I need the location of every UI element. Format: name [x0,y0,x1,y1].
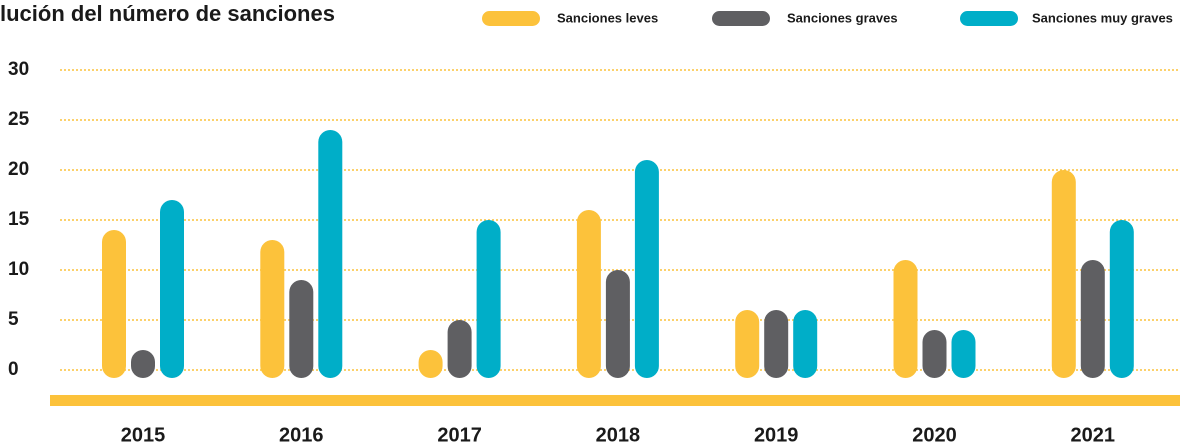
legend-swatch [482,11,540,26]
y-tick-label: 30 [8,59,29,80]
legend-label: Sanciones leves [557,10,658,25]
x-tick-label: 2020 [912,424,957,446]
bar [793,310,818,378]
bar [318,130,343,378]
legend-label: Sanciones muy graves [1032,10,1173,25]
bar [922,330,947,378]
y-tick-label: 5 [8,309,19,330]
bar [476,220,501,378]
y-tick-label: 0 [8,359,19,380]
bar [1080,260,1105,378]
y-tick-label: 20 [8,159,29,180]
bar [1051,170,1076,378]
y-tick-label: 10 [8,259,29,280]
x-tick-label: 2018 [596,424,641,446]
bar [764,310,789,378]
bar [418,350,443,378]
bar [289,280,314,378]
chart-title: lución del número de sanciones [0,1,335,26]
bar [735,310,760,378]
x-tick-label: 2017 [437,424,482,446]
legend-swatch [960,11,1018,26]
bar [1109,220,1134,378]
bar [951,330,976,378]
legend-swatch [712,11,770,26]
bar [605,270,630,378]
legend-label: Sanciones graves [787,10,898,25]
bar [160,200,184,378]
bar [260,240,285,378]
x-tick-label: 2019 [754,424,799,446]
bar [102,230,126,378]
x-tick-label: 2016 [279,424,324,446]
bar [131,350,155,378]
bar [447,320,472,378]
y-tick-label: 25 [8,109,30,130]
y-tick-label: 15 [8,209,30,230]
x-tick-label: 2015 [121,424,166,446]
bar [634,160,659,378]
x-tick-label: 2021 [1071,424,1116,446]
bar [893,260,918,378]
bar [576,210,601,378]
baseline [50,395,1180,406]
